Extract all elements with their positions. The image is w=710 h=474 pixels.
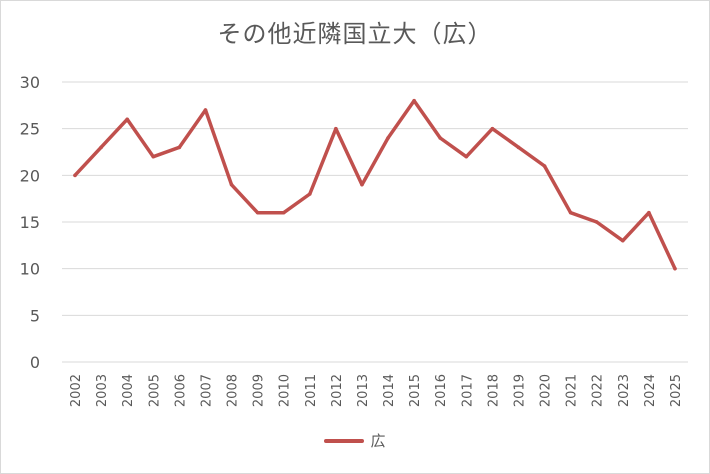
data-point (99, 145, 103, 150)
x-tick-label: 2006 (173, 374, 188, 407)
y-tick-label: 10 (20, 260, 40, 279)
y-tick-label: 30 (20, 73, 40, 92)
chart-title: その他近隣国立大（広） (217, 20, 493, 48)
data-point (490, 126, 495, 131)
data-point (73, 173, 77, 178)
series-line (73, 98, 677, 271)
x-tick-label: 2002 (69, 374, 84, 407)
data-point (177, 145, 182, 150)
data-point (620, 238, 625, 243)
data-point (386, 136, 390, 140)
x-tick-label: 2025 (669, 374, 684, 407)
x-tick-label: 2018 (486, 374, 501, 407)
x-tick-label: 2017 (460, 374, 475, 407)
x-tick-label: 2014 (382, 374, 397, 407)
data-point (568, 210, 573, 215)
data-point (516, 145, 521, 150)
x-tick-label: 2007 (199, 374, 214, 407)
data-point (334, 126, 338, 131)
x-tick-label: 2008 (226, 374, 241, 407)
y-tick-label: 5 (30, 306, 40, 325)
data-point (281, 210, 286, 215)
data-point (464, 154, 469, 159)
x-tick-label: 2003 (95, 374, 110, 407)
x-tick-label: 2005 (147, 374, 162, 407)
x-tick-label: 2020 (539, 374, 554, 407)
x-tick-label: 2019 (512, 374, 527, 407)
data-point (412, 98, 416, 103)
data-point (255, 210, 260, 215)
data-point (647, 210, 651, 215)
x-tick-label: 2013 (356, 374, 371, 407)
x-tick-label: 2023 (617, 374, 632, 407)
legend-label: 広 (370, 432, 386, 450)
x-tick-label: 2016 (434, 374, 449, 407)
data-point (673, 266, 677, 271)
x-tick-label: 2010 (278, 374, 293, 407)
data-point (542, 164, 547, 168)
y-tick-label: 0 (30, 353, 40, 372)
x-tick-label: 2004 (121, 374, 136, 407)
x-tick-label: 2024 (643, 374, 658, 407)
y-tick-label: 20 (20, 166, 40, 185)
x-tick-label: 2012 (330, 374, 345, 407)
x-tick-label: 2011 (304, 374, 319, 407)
data-point (203, 108, 208, 112)
x-tick-label: 2015 (408, 374, 423, 407)
y-tick-label: 25 (20, 120, 40, 139)
data-point (360, 182, 364, 187)
data-point (307, 192, 312, 196)
data-point (594, 220, 599, 224)
data-point (229, 182, 234, 187)
data-point (151, 154, 156, 159)
data-point (438, 136, 443, 140)
x-tick-label: 2022 (591, 374, 606, 407)
legend-swatch (324, 438, 365, 443)
y-tick-label: 15 (20, 213, 40, 232)
x-tick-label: 2021 (565, 374, 580, 407)
x-tick-label: 2009 (252, 374, 267, 407)
data-point (125, 117, 130, 122)
legend: 広 (0, 430, 710, 451)
